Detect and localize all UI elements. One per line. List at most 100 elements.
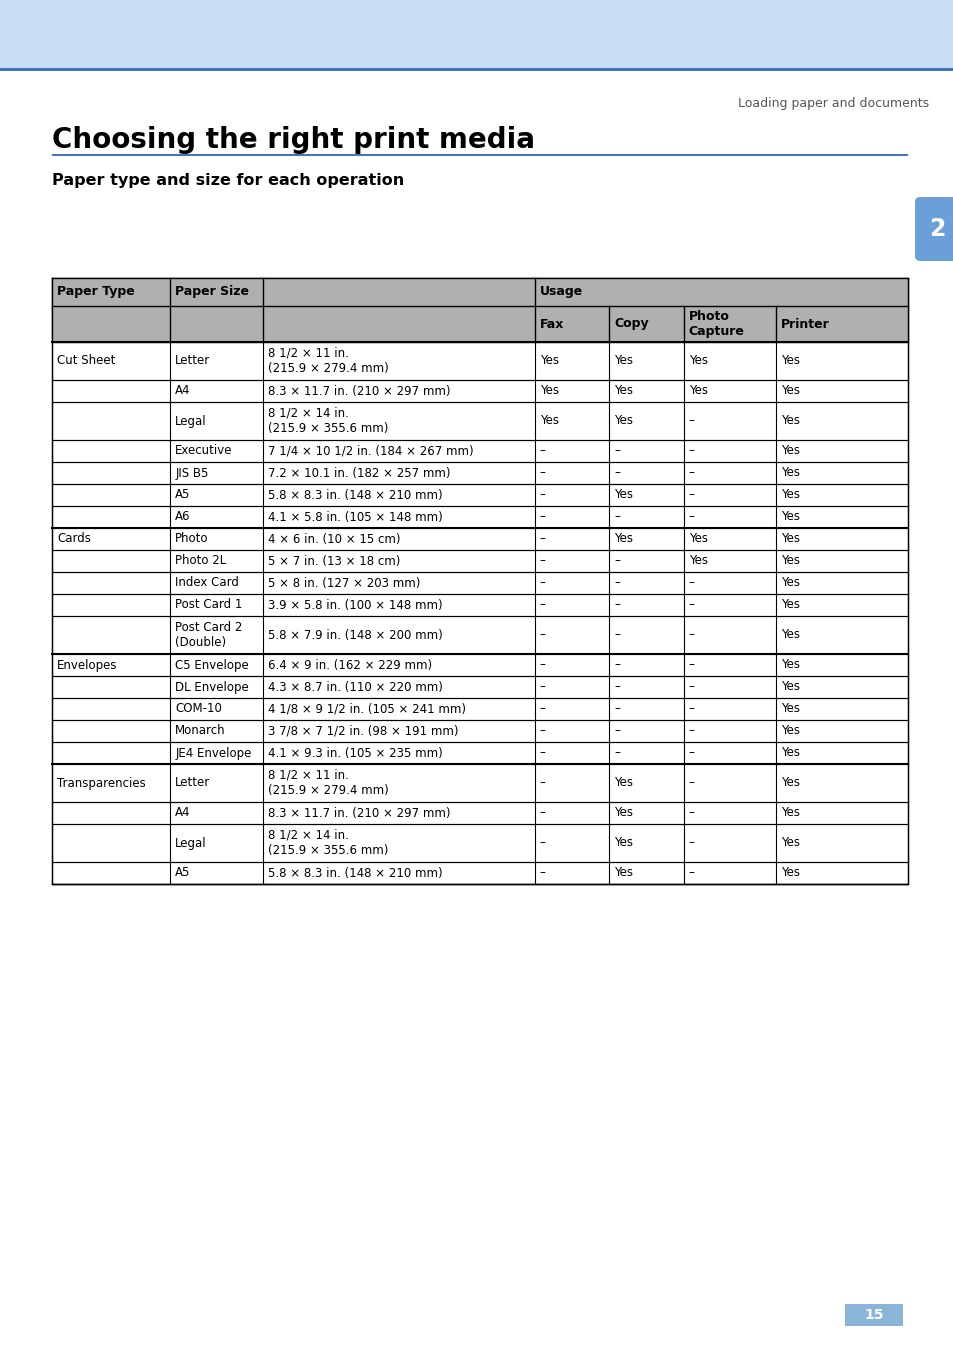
Text: –: – — [688, 681, 694, 693]
Bar — [52, 305, 907, 342]
Text: –: – — [614, 681, 619, 693]
Text: Yes: Yes — [614, 415, 633, 427]
Text: Yes: Yes — [539, 415, 558, 427]
Text: 5.8 × 8.3 in. (148 × 210 mm): 5.8 × 8.3 in. (148 × 210 mm) — [267, 866, 442, 880]
Text: A5: A5 — [175, 489, 191, 501]
Text: Yes: Yes — [781, 554, 800, 567]
Text: Yes: Yes — [614, 777, 633, 789]
Text: –: – — [614, 577, 619, 589]
Text: 3 7/8 × 7 1/2 in. (98 × 191 mm): 3 7/8 × 7 1/2 in. (98 × 191 mm) — [267, 724, 457, 738]
Text: Yes: Yes — [614, 354, 633, 367]
Text: Legal: Legal — [175, 836, 207, 850]
Text: C5 Envelope: C5 Envelope — [175, 658, 249, 671]
Text: Paper Type: Paper Type — [57, 285, 134, 299]
Text: –: – — [688, 807, 694, 820]
Text: –: – — [539, 747, 545, 759]
Text: –: – — [688, 489, 694, 501]
Text: 5 × 8 in. (127 × 203 mm): 5 × 8 in. (127 × 203 mm) — [267, 577, 419, 589]
Text: Usage: Usage — [539, 285, 582, 299]
Text: 8.3 × 11.7 in. (210 × 297 mm): 8.3 × 11.7 in. (210 × 297 mm) — [267, 385, 450, 397]
Text: Letter: Letter — [175, 777, 211, 789]
Text: –: – — [614, 598, 619, 612]
Text: Transparencies: Transparencies — [57, 777, 146, 789]
Text: Legal: Legal — [175, 415, 207, 427]
Bar — [52, 278, 907, 884]
Text: Yes: Yes — [781, 385, 800, 397]
Text: –: – — [614, 703, 619, 716]
Text: 4.1 × 5.8 in. (105 × 148 mm): 4.1 × 5.8 in. (105 × 148 mm) — [267, 511, 442, 523]
Text: –: – — [688, 866, 694, 880]
Text: Yes: Yes — [781, 836, 800, 850]
Text: –: – — [539, 489, 545, 501]
Text: –: – — [688, 703, 694, 716]
Text: Yes: Yes — [781, 532, 800, 546]
Text: –: – — [688, 724, 694, 738]
Text: Monarch: Monarch — [175, 724, 226, 738]
Text: Yes: Yes — [688, 354, 707, 367]
Bar — [844, 1304, 902, 1325]
Text: –: – — [539, 466, 545, 480]
Text: Yes: Yes — [781, 415, 800, 427]
Text: –: – — [539, 866, 545, 880]
Text: Loading paper and documents: Loading paper and documents — [738, 96, 928, 109]
Text: A5: A5 — [175, 866, 191, 880]
Text: Yes: Yes — [781, 628, 800, 642]
Text: –: – — [688, 466, 694, 480]
Text: –: – — [614, 444, 619, 458]
Text: –: – — [539, 658, 545, 671]
Text: 8.3 × 11.7 in. (210 × 297 mm): 8.3 × 11.7 in. (210 × 297 mm) — [267, 807, 450, 820]
Text: –: – — [688, 511, 694, 523]
Text: 4.3 × 8.7 in. (110 × 220 mm): 4.3 × 8.7 in. (110 × 220 mm) — [267, 681, 442, 693]
Text: –: – — [614, 511, 619, 523]
Text: –: – — [688, 577, 694, 589]
Text: –: – — [614, 628, 619, 642]
Text: 8 1/2 × 11 in.
(215.9 × 279.4 mm): 8 1/2 × 11 in. (215.9 × 279.4 mm) — [267, 347, 388, 376]
Text: –: – — [539, 532, 545, 546]
Bar — [0, 0, 953, 68]
Text: 7.2 × 10.1 in. (182 × 257 mm): 7.2 × 10.1 in. (182 × 257 mm) — [267, 466, 450, 480]
Text: Yes: Yes — [688, 385, 707, 397]
Text: Yes: Yes — [781, 444, 800, 458]
Text: Choosing the right print media: Choosing the right print media — [52, 126, 535, 154]
Text: Printer: Printer — [781, 317, 829, 331]
Text: Yes: Yes — [781, 658, 800, 671]
Text: Post Card 2
(Double): Post Card 2 (Double) — [175, 620, 242, 650]
Text: Yes: Yes — [614, 866, 633, 880]
Text: Copy: Copy — [614, 317, 648, 331]
Text: Yes: Yes — [781, 681, 800, 693]
Text: Envelopes: Envelopes — [57, 658, 117, 671]
Text: –: – — [688, 658, 694, 671]
Text: Yes: Yes — [539, 385, 558, 397]
Text: –: – — [688, 747, 694, 759]
Text: JIS B5: JIS B5 — [175, 466, 209, 480]
Text: –: – — [539, 577, 545, 589]
Text: Yes: Yes — [781, 511, 800, 523]
Text: –: – — [688, 777, 694, 789]
Text: –: – — [614, 747, 619, 759]
Text: Yes: Yes — [781, 577, 800, 589]
Text: 8 1/2 × 14 in.
(215.9 × 355.6 mm): 8 1/2 × 14 in. (215.9 × 355.6 mm) — [267, 828, 388, 858]
Text: –: – — [539, 724, 545, 738]
Text: JE4 Envelope: JE4 Envelope — [175, 747, 252, 759]
Text: –: – — [539, 836, 545, 850]
Text: Photo: Photo — [175, 532, 209, 546]
Text: –: – — [539, 554, 545, 567]
Text: 5.8 × 8.3 in. (148 × 210 mm): 5.8 × 8.3 in. (148 × 210 mm) — [267, 489, 442, 501]
Text: –: – — [688, 444, 694, 458]
Text: –: – — [614, 658, 619, 671]
Text: –: – — [688, 598, 694, 612]
Text: 5 × 7 in. (13 × 18 cm): 5 × 7 in. (13 × 18 cm) — [267, 554, 399, 567]
Text: 2: 2 — [928, 218, 944, 240]
Text: Post Card 1: Post Card 1 — [175, 598, 242, 612]
Text: 4.1 × 9.3 in. (105 × 235 mm): 4.1 × 9.3 in. (105 × 235 mm) — [267, 747, 442, 759]
Text: Photo 2L: Photo 2L — [175, 554, 226, 567]
Text: Yes: Yes — [539, 354, 558, 367]
Text: Index Card: Index Card — [175, 577, 239, 589]
Text: 3.9 × 5.8 in. (100 × 148 mm): 3.9 × 5.8 in. (100 × 148 mm) — [267, 598, 442, 612]
Text: –: – — [614, 554, 619, 567]
Text: 8 1/2 × 14 in.
(215.9 × 355.6 mm): 8 1/2 × 14 in. (215.9 × 355.6 mm) — [267, 407, 388, 435]
Text: Yes: Yes — [688, 554, 707, 567]
Text: Photo
Capture: Photo Capture — [688, 309, 744, 338]
Text: Yes: Yes — [781, 777, 800, 789]
Text: A4: A4 — [175, 385, 191, 397]
